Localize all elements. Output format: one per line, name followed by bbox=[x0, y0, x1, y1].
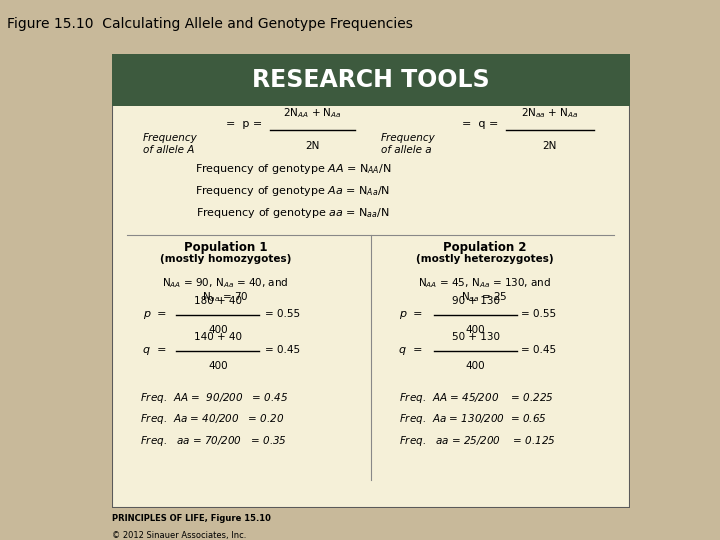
Text: Freq.  $AA$ =  90/200   = 0.45: Freq. $AA$ = 90/200 = 0.45 bbox=[140, 390, 289, 404]
Text: (mostly heterozygotes): (mostly heterozygotes) bbox=[416, 254, 554, 265]
Text: p  =: p = bbox=[400, 309, 423, 319]
Text: q  =: q = bbox=[143, 345, 166, 355]
Text: = 0.45: = 0.45 bbox=[521, 345, 557, 355]
Text: 400: 400 bbox=[466, 361, 485, 370]
Text: 2N: 2N bbox=[542, 141, 557, 151]
Text: Freq.   $aa$ = 25/200    = 0.125: Freq. $aa$ = 25/200 = 0.125 bbox=[400, 434, 556, 448]
Text: Frequency of genotype $AA$ = N$_{AA}$/N: Frequency of genotype $AA$ = N$_{AA}$/N bbox=[195, 162, 391, 176]
Text: PRINCIPLES OF LIFE, Figure 15.10: PRINCIPLES OF LIFE, Figure 15.10 bbox=[112, 514, 271, 523]
Text: Freq.  $AA$ = 45/200    = 0.225: Freq. $AA$ = 45/200 = 0.225 bbox=[400, 390, 554, 404]
Text: Frequency of genotype $aa$ = N$_{aa}$/N: Frequency of genotype $aa$ = N$_{aa}$/N bbox=[196, 206, 390, 219]
Text: Freq.   $aa$ = 70/200   = 0.35: Freq. $aa$ = 70/200 = 0.35 bbox=[140, 434, 287, 448]
Text: N$_{AA}$ = 90, N$_{Aa}$ = 40, and: N$_{AA}$ = 90, N$_{Aa}$ = 40, and bbox=[163, 276, 289, 290]
Text: Freq.  $Aa$ = 40/200   = 0.20: Freq. $Aa$ = 40/200 = 0.20 bbox=[140, 413, 284, 427]
Text: © 2012 Sinauer Associates, Inc.: © 2012 Sinauer Associates, Inc. bbox=[112, 531, 246, 540]
Text: Population 1: Population 1 bbox=[184, 241, 267, 254]
Text: 2N$_{AA}$ + N$_{Aa}$: 2N$_{AA}$ + N$_{Aa}$ bbox=[283, 106, 341, 120]
Text: 400: 400 bbox=[208, 361, 228, 370]
Text: Frequency
of allele a: Frequency of allele a bbox=[381, 133, 436, 155]
Text: 400: 400 bbox=[208, 325, 228, 335]
Text: 400: 400 bbox=[466, 325, 485, 335]
Text: q  =: q = bbox=[400, 345, 423, 355]
Text: = 0.55: = 0.55 bbox=[264, 309, 300, 319]
Text: Population 2: Population 2 bbox=[443, 241, 526, 254]
Text: p  =: p = bbox=[143, 309, 166, 319]
Text: Frequency of genotype $Aa$ = N$_{Aa}$/N: Frequency of genotype $Aa$ = N$_{Aa}$/N bbox=[196, 184, 390, 198]
Text: = 0.45: = 0.45 bbox=[264, 345, 300, 355]
Text: N$_{aa}$ = 25: N$_{aa}$ = 25 bbox=[462, 290, 508, 303]
Text: N$_{AA}$ = 45, N$_{Aa}$ = 130, and: N$_{AA}$ = 45, N$_{Aa}$ = 130, and bbox=[418, 276, 552, 290]
Text: 180 + 40: 180 + 40 bbox=[194, 296, 242, 306]
Text: Figure 15.10  Calculating Allele and Genotype Frequencies: Figure 15.10 Calculating Allele and Geno… bbox=[7, 17, 413, 31]
FancyBboxPatch shape bbox=[112, 54, 630, 508]
Text: = 0.55: = 0.55 bbox=[521, 309, 557, 319]
Text: (mostly homozygotes): (mostly homozygotes) bbox=[160, 254, 292, 265]
Text: 90 + 130: 90 + 130 bbox=[451, 296, 500, 306]
Text: 140 + 40: 140 + 40 bbox=[194, 332, 242, 342]
Text: 50 + 130: 50 + 130 bbox=[451, 332, 500, 342]
Text: N$_{aa}$ = 70: N$_{aa}$ = 70 bbox=[202, 290, 249, 303]
FancyBboxPatch shape bbox=[112, 54, 630, 106]
Text: =  p =: = p = bbox=[225, 119, 262, 129]
Text: 2N: 2N bbox=[305, 141, 320, 151]
Text: RESEARCH TOOLS: RESEARCH TOOLS bbox=[252, 68, 490, 92]
Text: Frequency
of allele A: Frequency of allele A bbox=[143, 133, 197, 155]
Text: 2N$_{aa}$ + N$_{Aa}$: 2N$_{aa}$ + N$_{Aa}$ bbox=[521, 106, 579, 120]
Text: =  q =: = q = bbox=[462, 119, 498, 129]
Text: Freq.  $Aa$ = 130/200  = 0.65: Freq. $Aa$ = 130/200 = 0.65 bbox=[400, 413, 547, 427]
